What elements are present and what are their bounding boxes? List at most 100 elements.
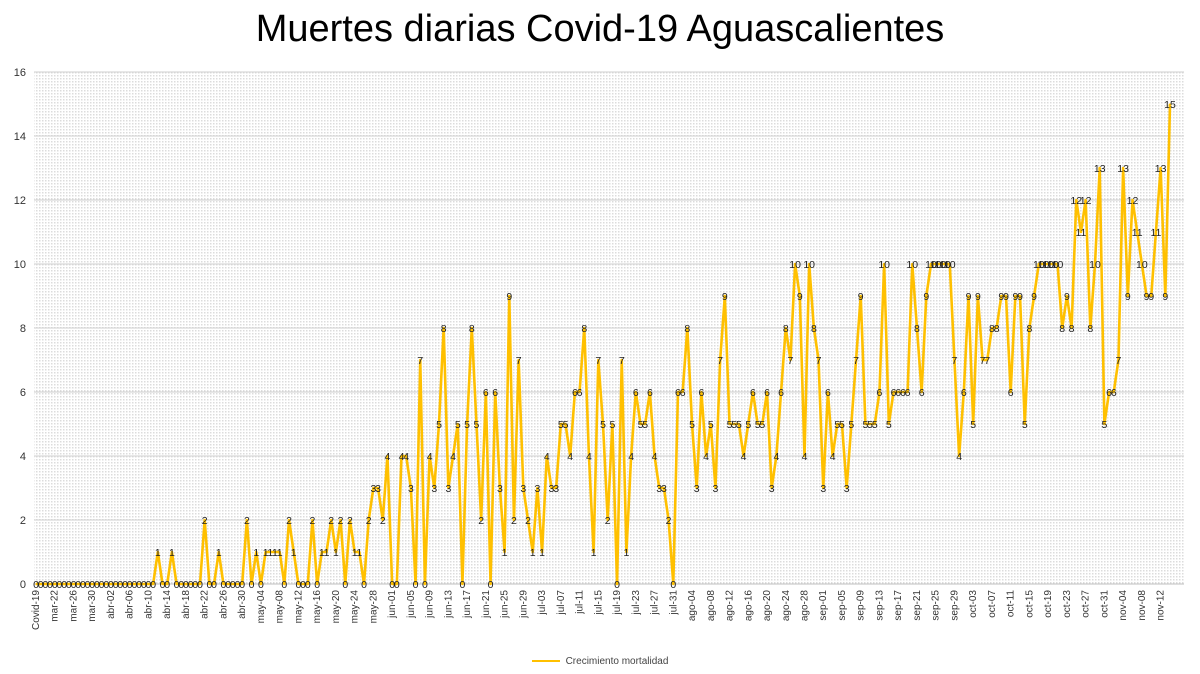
data-point <box>555 487 557 489</box>
data-point <box>222 583 225 585</box>
data-point <box>288 519 290 521</box>
data-point <box>681 391 684 393</box>
data-label: 9 <box>1031 291 1037 303</box>
data-point <box>1014 295 1017 297</box>
data-label: 10 <box>878 259 890 271</box>
x-tick-label: ago-28 <box>799 590 810 622</box>
x-tick-label: jun-21 <box>481 590 492 619</box>
data-label: 8 <box>1087 323 1093 335</box>
data-label: 0 <box>300 579 306 591</box>
x-tick-label: may-04 <box>256 590 267 624</box>
data-point <box>981 359 984 361</box>
y-tick-label: 2 <box>20 515 26 527</box>
data-label: 1 <box>169 547 175 559</box>
data-label: 2 <box>347 515 353 527</box>
x-tick-label: jul-03 <box>537 590 548 616</box>
data-label: 4 <box>830 451 836 463</box>
data-label: 10 <box>1038 259 1050 271</box>
data-label: 0 <box>258 579 264 591</box>
data-point <box>217 551 220 553</box>
data-label: 4 <box>544 451 550 463</box>
data-point <box>953 359 956 361</box>
data-label: 3 <box>431 483 437 495</box>
data-label: 9 <box>923 291 929 303</box>
data-point <box>574 391 576 393</box>
data-label: 3 <box>408 483 414 495</box>
data-label: 0 <box>239 579 245 591</box>
data-label: 5 <box>745 419 751 431</box>
x-tick-label: oct-07 <box>987 590 998 618</box>
data-label: 5 <box>970 419 976 431</box>
data-point <box>724 295 726 297</box>
y-tick-label: 4 <box>20 451 26 463</box>
data-label: 10 <box>925 259 937 271</box>
data-point <box>527 519 529 521</box>
y-tick-label: 8 <box>20 323 26 335</box>
data-point <box>972 423 974 425</box>
data-point <box>274 551 276 553</box>
data-label: 10 <box>1052 259 1064 271</box>
data-point <box>625 551 628 553</box>
data-point <box>663 487 665 489</box>
x-tick-label: oct-31 <box>1099 590 1110 618</box>
data-point <box>166 583 169 585</box>
data-label: 3 <box>694 483 700 495</box>
data-label: 0 <box>281 579 287 591</box>
data-point <box>672 583 675 585</box>
x-tick-label: abr-10 <box>143 590 154 619</box>
data-label: 0 <box>89 579 95 591</box>
data-point <box>1112 391 1115 393</box>
y-tick-label: 10 <box>14 259 26 271</box>
data-point <box>541 551 543 553</box>
x-tick-label: sep-01 <box>818 590 829 621</box>
data-point <box>91 583 94 585</box>
data-label: 1 <box>272 547 278 559</box>
data-label: 5 <box>455 419 461 431</box>
data-label: 5 <box>839 419 845 431</box>
x-tick-label: abr-02 <box>106 590 117 619</box>
data-point <box>977 295 979 297</box>
data-point <box>381 519 384 521</box>
data-point <box>700 391 703 393</box>
data-label: 5 <box>872 419 878 431</box>
data-point <box>756 423 759 425</box>
data-label: 4 <box>586 451 592 463</box>
x-tick-label: sep-21 <box>912 590 923 621</box>
x-tick-label: oct-03 <box>968 590 979 618</box>
data-label: 0 <box>33 579 39 591</box>
data-label: 0 <box>249 579 255 591</box>
data-label: 3 <box>820 483 826 495</box>
data-point <box>817 359 820 361</box>
data-label: 6 <box>764 387 770 399</box>
data-label: 5 <box>886 419 892 431</box>
data-point <box>531 551 534 553</box>
series-layer <box>35 103 1172 586</box>
data-point <box>536 487 539 489</box>
chart-title: Muertes diarias Covid-19 Aguascalientes <box>255 8 945 50</box>
data-point <box>128 583 131 585</box>
data-label: 3 <box>661 483 667 495</box>
data-point <box>499 487 501 489</box>
data-label: 2 <box>511 515 517 527</box>
data-point <box>157 551 159 553</box>
x-tick-label: jul-23 <box>631 590 642 616</box>
data-point <box>1052 263 1054 265</box>
data-label: 2 <box>328 515 334 527</box>
x-tick-label: may-28 <box>368 590 379 624</box>
data-label: 6 <box>961 387 967 399</box>
data-label: 0 <box>305 579 311 591</box>
data-label: 6 <box>1106 387 1112 399</box>
data-point <box>241 583 243 585</box>
data-point <box>171 551 173 553</box>
data-point <box>845 487 848 489</box>
data-point <box>377 487 379 489</box>
data-label: 3 <box>656 483 662 495</box>
data-point <box>864 423 867 425</box>
data-label: 7 <box>595 355 601 367</box>
data-point <box>105 583 108 585</box>
data-label: 10 <box>939 259 951 271</box>
data-point <box>208 583 211 585</box>
data-label: 1 <box>624 547 630 559</box>
data-label: 5 <box>558 419 564 431</box>
data-label: 10 <box>930 259 942 271</box>
